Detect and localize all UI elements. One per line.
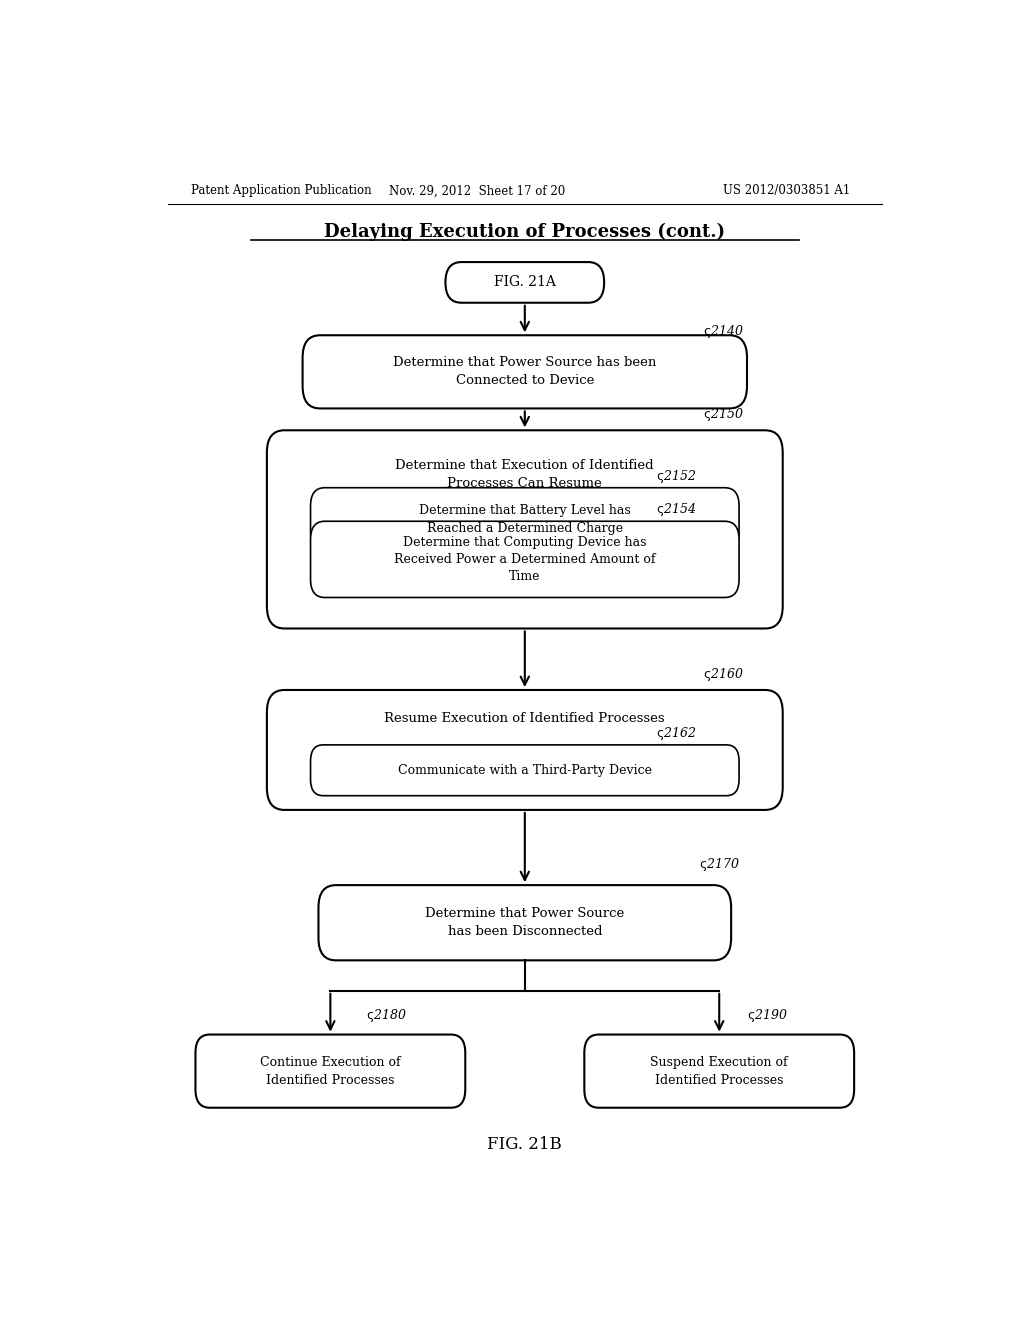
Text: $\mathsf{\varsigma}$2152: $\mathsf{\varsigma}$2152 [655, 467, 696, 484]
Text: Nov. 29, 2012  Sheet 17 of 20: Nov. 29, 2012 Sheet 17 of 20 [389, 185, 565, 198]
Text: $\mathsf{\varsigma}$2162: $\mathsf{\varsigma}$2162 [655, 725, 696, 742]
Text: $\mathsf{\varsigma}$2190: $\mathsf{\varsigma}$2190 [748, 1007, 787, 1024]
Text: Determine that Execution of Identified
Processes Can Resume: Determine that Execution of Identified P… [395, 459, 654, 490]
Text: $\mathsf{\varsigma}$2180: $\mathsf{\varsigma}$2180 [367, 1007, 407, 1024]
Text: Determine that Battery Level has
Reached a Determined Charge: Determine that Battery Level has Reached… [419, 504, 631, 535]
Text: Communicate with a Third-Party Device: Communicate with a Third-Party Device [397, 764, 652, 776]
FancyBboxPatch shape [318, 886, 731, 961]
FancyBboxPatch shape [303, 335, 748, 408]
Text: Resume Execution of Identified Processes: Resume Execution of Identified Processes [384, 713, 666, 725]
Text: FIG. 21B: FIG. 21B [487, 1135, 562, 1152]
Text: Determine that Power Source has been
Connected to Device: Determine that Power Source has been Con… [393, 356, 656, 387]
Text: Determine that Computing Device has
Received Power a Determined Amount of
Time: Determine that Computing Device has Rece… [394, 536, 655, 583]
Text: $\mathsf{\varsigma}$2170: $\mathsf{\varsigma}$2170 [699, 857, 740, 874]
FancyBboxPatch shape [310, 487, 739, 550]
FancyBboxPatch shape [267, 430, 782, 628]
Text: $\mathsf{\varsigma}$2140: $\mathsf{\varsigma}$2140 [703, 322, 744, 339]
Text: US 2012/0303851 A1: US 2012/0303851 A1 [723, 185, 851, 198]
Text: Determine that Power Source
has been Disconnected: Determine that Power Source has been Dis… [425, 907, 625, 939]
Text: Suspend Execution of
Identified Processes: Suspend Execution of Identified Processe… [650, 1056, 788, 1086]
Text: $\mathsf{\varsigma}$2160: $\mathsf{\varsigma}$2160 [703, 667, 744, 684]
FancyBboxPatch shape [310, 521, 739, 598]
Text: Continue Execution of
Identified Processes: Continue Execution of Identified Process… [260, 1056, 400, 1086]
FancyBboxPatch shape [310, 744, 739, 796]
FancyBboxPatch shape [267, 690, 782, 810]
Text: FIG. 21A: FIG. 21A [494, 276, 556, 289]
Text: $\mathsf{\varsigma}$2154: $\mathsf{\varsigma}$2154 [655, 502, 696, 519]
Text: $\mathsf{\varsigma}$2150: $\mathsf{\varsigma}$2150 [703, 407, 744, 422]
FancyBboxPatch shape [445, 263, 604, 302]
FancyBboxPatch shape [196, 1035, 465, 1107]
FancyBboxPatch shape [585, 1035, 854, 1107]
Text: Delaying Execution of Processes (cont.): Delaying Execution of Processes (cont.) [325, 223, 725, 240]
Text: Patent Application Publication: Patent Application Publication [191, 185, 372, 198]
